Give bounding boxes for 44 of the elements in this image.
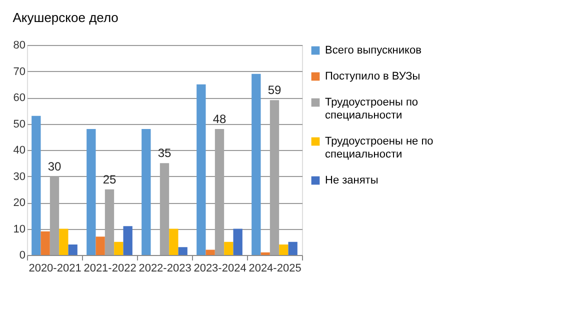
y-tick-label: 60 <box>13 92 26 104</box>
x-tick-label: 2023-2024 <box>194 262 246 274</box>
chart-title: Акушерское дело <box>12 10 118 25</box>
y-tick-label: 80 <box>13 40 26 52</box>
x-tick-label: 2021-2022 <box>84 262 136 274</box>
legend-label: Всего выпускников <box>325 44 422 56</box>
y-tick-label: 0 <box>19 250 26 262</box>
y-tick-label: 70 <box>13 66 26 78</box>
bar <box>123 226 132 255</box>
bar <box>178 247 188 255</box>
bar <box>224 242 234 255</box>
bar <box>233 228 242 255</box>
bar <box>196 84 206 255</box>
bar <box>288 242 298 255</box>
bar <box>279 244 288 255</box>
y-tick-label: 30 <box>13 170 26 183</box>
x-tick-label: 2024-2025 <box>248 262 302 274</box>
data-label: 30 <box>48 159 62 174</box>
bar <box>68 244 78 255</box>
bar <box>142 129 151 255</box>
bar <box>260 252 270 255</box>
bar <box>114 242 124 255</box>
y-tick-label: 20 <box>13 197 26 209</box>
legend-label: Трудоустроены не по специальности <box>325 136 434 160</box>
bar <box>96 236 105 255</box>
bar <box>86 129 96 255</box>
data-label: 48 <box>212 112 226 126</box>
y-tick-label: 50 <box>13 118 26 130</box>
data-label: 35 <box>158 146 172 160</box>
y-tick-label: 40 <box>13 144 26 156</box>
data-label: 59 <box>268 83 282 98</box>
data-label: 25 <box>102 172 116 186</box>
bar <box>40 231 50 255</box>
x-tick-label: 2020-2021 <box>28 262 82 274</box>
legend-label: Поступило в ВУЗы <box>325 70 420 82</box>
bar <box>252 74 261 255</box>
legend-label: Трудоустроены по специальности <box>325 96 418 122</box>
bar <box>169 228 178 255</box>
x-tick-label: 2022-2023 <box>138 262 192 274</box>
bar <box>206 250 215 255</box>
bar <box>32 116 41 255</box>
bar <box>59 228 68 255</box>
legend-label: Не заняты <box>325 174 378 186</box>
y-tick-label: 10 <box>13 223 26 236</box>
